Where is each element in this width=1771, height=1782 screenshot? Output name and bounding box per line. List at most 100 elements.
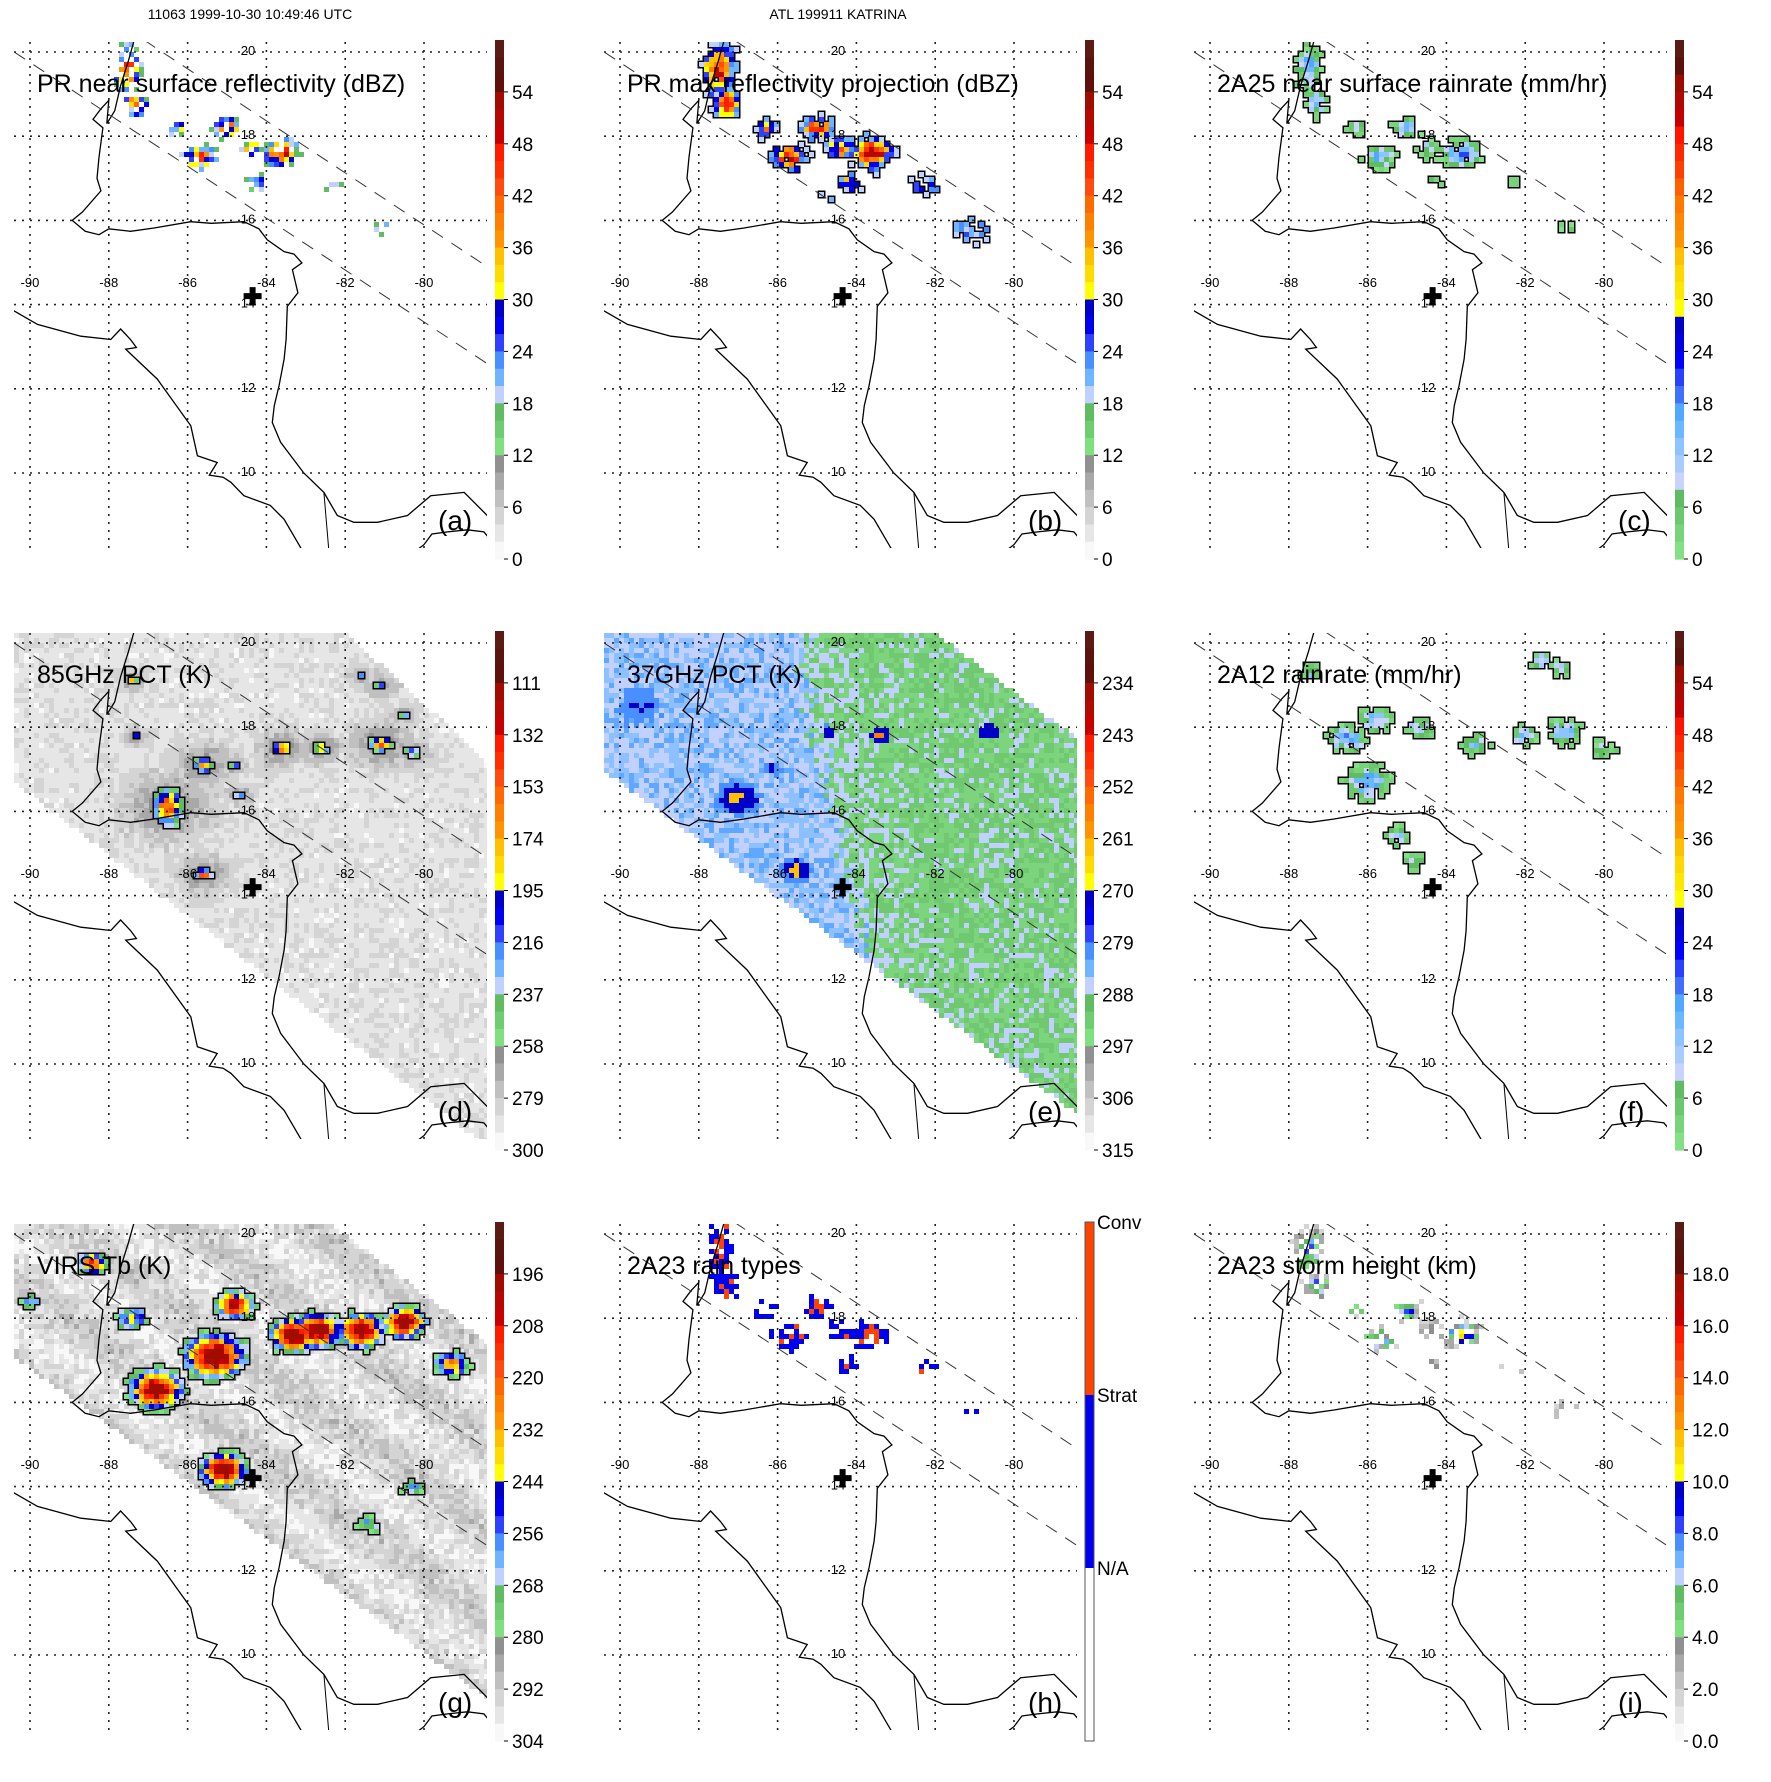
data-pixel [384, 803, 389, 808]
data-pixel [304, 723, 309, 728]
data-pixel [64, 648, 69, 653]
data-pixel [84, 783, 89, 788]
data-pixel [289, 758, 294, 763]
data-pixel [474, 788, 479, 793]
data-pixel [729, 57, 734, 62]
data-pixel [239, 848, 244, 853]
data-pixel [294, 147, 299, 152]
data-pixel [119, 773, 124, 778]
colorbar-band [1085, 542, 1094, 560]
data-pixel [454, 733, 459, 738]
data-pixel [84, 718, 89, 723]
colorbar-band [1675, 127, 1684, 145]
data-pixel [204, 848, 209, 853]
data-pixel [1464, 162, 1469, 167]
data-pixel [364, 658, 369, 663]
data-pixel [284, 668, 289, 673]
data-pixel [414, 833, 419, 838]
data-pixel [324, 648, 329, 653]
data-pixel [259, 718, 264, 723]
data-pixel [724, 102, 729, 107]
data-pixel [844, 142, 849, 147]
data-pixel [234, 678, 239, 683]
colorbar-band [495, 282, 504, 300]
data-pixel [259, 728, 264, 733]
data-pixel [284, 793, 289, 798]
data-pixel [859, 147, 864, 152]
data-pixel [414, 853, 419, 858]
data-pixel [254, 833, 259, 838]
data-pixel [264, 643, 269, 648]
data-pixel [379, 803, 384, 808]
data-pixel [304, 683, 309, 688]
data-pixel [24, 788, 29, 793]
data-pixel [299, 773, 304, 778]
data-pixel [274, 758, 279, 763]
data-pixel [459, 808, 464, 813]
data-pixel [874, 172, 879, 177]
data-pixel [174, 753, 179, 758]
data-pixel [399, 823, 404, 828]
data-pixel [289, 703, 294, 708]
data-pixel [169, 748, 174, 753]
data-pixel [444, 743, 449, 748]
data-pixel [204, 698, 209, 703]
data-pixel [354, 803, 359, 808]
data-pixel [289, 728, 294, 733]
data-pixel [179, 708, 184, 713]
data-pixel [349, 828, 354, 833]
data-pixel [394, 678, 399, 683]
data-pixel [94, 738, 99, 743]
data-pixel [259, 693, 264, 698]
data-pixel [174, 733, 179, 738]
data-pixel [1379, 162, 1384, 167]
data-pixel [369, 713, 374, 718]
data-pixel [474, 823, 479, 828]
data-pixel [99, 753, 104, 758]
data-pixel [229, 127, 234, 132]
data-pixel [439, 808, 444, 813]
data-pixel [74, 773, 79, 778]
data-pixel [219, 728, 224, 733]
data-pixel [169, 638, 174, 643]
data-pixel [219, 818, 224, 823]
data-pixel [869, 142, 874, 147]
data-pixel [184, 723, 189, 728]
data-pixel [384, 668, 389, 673]
data-pixel [324, 718, 329, 723]
data-pixel [49, 653, 54, 658]
data-pixel [259, 853, 264, 858]
data-pixel [404, 818, 409, 823]
data-pixel [239, 708, 244, 713]
data-pixel [704, 62, 709, 67]
data-pixel [134, 773, 139, 778]
data-pixel [1309, 102, 1314, 107]
data-pixel [119, 808, 124, 813]
data-pixel [344, 643, 349, 648]
data-pixel [404, 798, 409, 803]
data-pixel [334, 673, 339, 678]
data-pixel [119, 713, 124, 718]
data-pixel [44, 648, 49, 653]
data-pixel [364, 713, 369, 718]
data-pixel [249, 833, 254, 838]
data-pixel [274, 663, 279, 668]
data-pixel [329, 853, 334, 858]
colorbar-label: 24 [1102, 342, 1124, 363]
data-pixel [239, 733, 244, 738]
data-pixel [124, 693, 129, 698]
data-pixel [1469, 142, 1474, 147]
data-pixel [134, 853, 139, 858]
data-pixel [1454, 152, 1459, 157]
data-pixel [114, 728, 119, 733]
data-pixel [169, 653, 174, 658]
data-pixel [274, 733, 279, 738]
data-pixel [144, 653, 149, 658]
data-pixel [384, 843, 389, 848]
data-pixel [159, 648, 164, 653]
data-pixel [39, 738, 44, 743]
data-pixel [59, 788, 64, 793]
data-pixel [309, 783, 314, 788]
data-pixel [229, 678, 234, 683]
data-pixel [214, 688, 219, 693]
